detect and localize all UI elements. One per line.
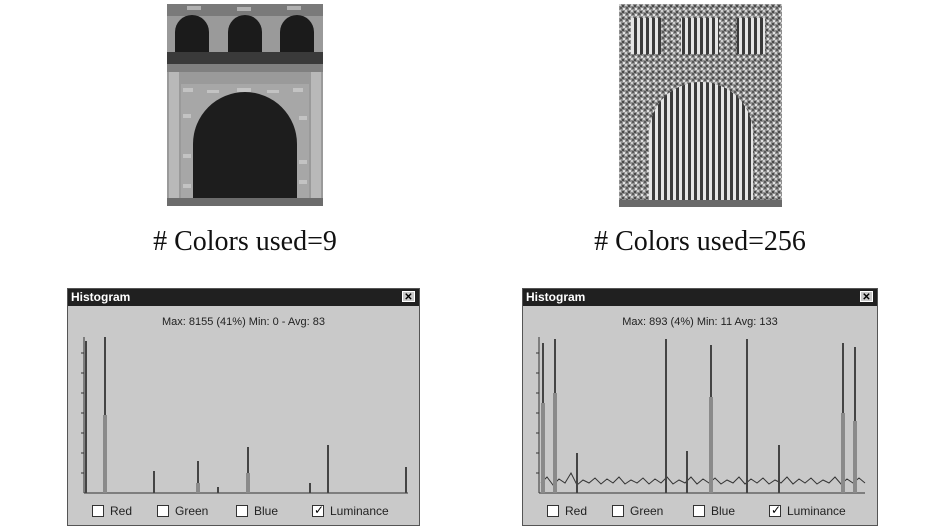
checkbox-icon[interactable]: ✓ [312, 502, 325, 517]
histogram-stats: Max: 8155 (41%) Min: 0 - Avg: 83 [161, 316, 326, 328]
histogram-title: Histogram [526, 290, 586, 304]
arch-image-256-colors [619, 4, 782, 207]
histogram-window-right: Histogram ✕ Max: 893 (4%) Min: 11 Avg: 1… [522, 288, 878, 526]
colors-used-caption-right: # Colors used=256 [594, 226, 806, 257]
histogram-stats: Max: 893 (4%) Min: 11 Avg: 133 [622, 316, 778, 328]
option-red[interactable]: Red [92, 503, 132, 518]
checkbox-icon[interactable] [693, 504, 705, 517]
colors-used-caption-left: # Colors used=9 [153, 226, 337, 257]
histogram-window-left: Histogram ✕ Max: 8155 (41%) Min: 0 - Avg… [67, 288, 420, 526]
histogram-channel-options: Red Green Blue ✓ Luminance [68, 501, 419, 521]
checkbox-icon[interactable] [547, 504, 559, 517]
histogram-title: Histogram [71, 290, 131, 304]
option-green[interactable]: Green [612, 503, 663, 518]
option-luminance[interactable]: ✓ Luminance [312, 502, 389, 518]
histogram-plot [81, 337, 408, 494]
option-blue[interactable]: Blue [236, 503, 278, 518]
option-red[interactable]: Red [547, 503, 587, 518]
checkbox-icon[interactable] [236, 504, 248, 517]
option-green[interactable]: Green [157, 503, 208, 518]
histogram-channel-options: Red Green Blue ✓ Luminance [523, 501, 877, 521]
checkbox-icon[interactable] [92, 504, 104, 517]
checkbox-icon[interactable] [157, 504, 169, 517]
check-icon: ✓ [771, 502, 782, 517]
checkbox-icon[interactable] [612, 504, 624, 517]
close-icon[interactable]: ✕ [402, 291, 415, 303]
histogram-titlebar[interactable]: Histogram ✕ [523, 289, 877, 306]
close-icon[interactable]: ✕ [860, 291, 873, 303]
checkbox-icon[interactable]: ✓ [769, 502, 782, 517]
histogram-titlebar[interactable]: Histogram ✕ [68, 289, 419, 306]
option-luminance[interactable]: ✓ Luminance [769, 502, 846, 518]
histogram-plot [536, 337, 866, 494]
arch-image-9-colors [167, 4, 323, 206]
check-icon: ✓ [314, 502, 325, 517]
option-blue[interactable]: Blue [693, 503, 735, 518]
